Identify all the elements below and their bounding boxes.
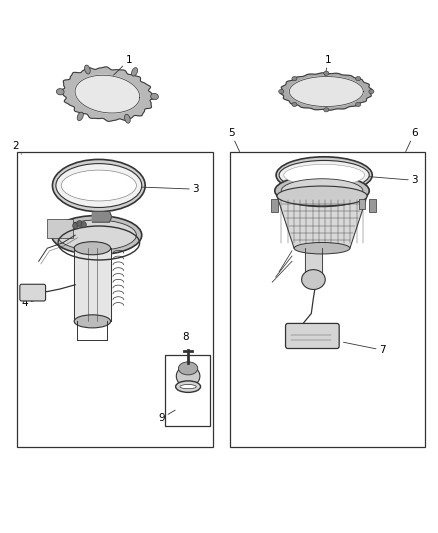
Ellipse shape — [279, 90, 284, 94]
Polygon shape — [290, 77, 363, 107]
Text: 3: 3 — [142, 184, 199, 194]
Ellipse shape — [85, 65, 90, 74]
Circle shape — [77, 221, 82, 227]
Text: 3: 3 — [369, 175, 417, 185]
Polygon shape — [92, 212, 112, 222]
Ellipse shape — [281, 179, 363, 203]
Text: 5: 5 — [228, 128, 240, 151]
Ellipse shape — [324, 71, 329, 75]
Text: 2: 2 — [12, 141, 21, 154]
Bar — [369, 199, 376, 212]
Ellipse shape — [279, 160, 369, 190]
Ellipse shape — [292, 102, 297, 107]
Ellipse shape — [52, 215, 142, 255]
Ellipse shape — [56, 164, 142, 207]
Ellipse shape — [61, 170, 136, 201]
Ellipse shape — [292, 77, 297, 80]
Text: 1: 1 — [107, 55, 132, 81]
Polygon shape — [280, 73, 372, 110]
Ellipse shape — [276, 157, 372, 193]
Ellipse shape — [180, 384, 196, 389]
Bar — [166, 356, 210, 426]
FancyBboxPatch shape — [286, 324, 339, 349]
Text: 4: 4 — [21, 298, 45, 308]
Polygon shape — [305, 248, 322, 285]
Text: 9: 9 — [159, 410, 175, 423]
Bar — [272, 199, 278, 212]
Ellipse shape — [178, 362, 198, 375]
Polygon shape — [60, 67, 155, 122]
Text: 1: 1 — [324, 55, 332, 79]
Ellipse shape — [277, 186, 367, 206]
Ellipse shape — [131, 68, 138, 76]
Ellipse shape — [53, 159, 145, 212]
Bar — [358, 199, 365, 209]
Ellipse shape — [74, 241, 111, 255]
FancyBboxPatch shape — [20, 284, 46, 301]
Ellipse shape — [124, 114, 130, 123]
Circle shape — [81, 222, 86, 228]
Ellipse shape — [294, 243, 350, 254]
Ellipse shape — [74, 315, 111, 328]
Polygon shape — [277, 196, 367, 248]
Polygon shape — [75, 75, 140, 113]
FancyBboxPatch shape — [47, 220, 73, 238]
Ellipse shape — [77, 112, 83, 120]
Ellipse shape — [356, 77, 361, 80]
Ellipse shape — [324, 108, 329, 112]
Bar — [230, 151, 425, 447]
Ellipse shape — [151, 93, 159, 100]
Ellipse shape — [356, 102, 361, 107]
Ellipse shape — [284, 164, 364, 186]
Text: 8: 8 — [183, 332, 189, 342]
Ellipse shape — [369, 90, 374, 94]
Ellipse shape — [57, 220, 136, 251]
Ellipse shape — [176, 381, 201, 392]
Polygon shape — [74, 248, 111, 321]
Text: 6: 6 — [406, 128, 417, 151]
Ellipse shape — [176, 366, 200, 386]
Ellipse shape — [302, 270, 325, 289]
Bar — [17, 151, 212, 447]
Ellipse shape — [275, 175, 369, 206]
Text: 7: 7 — [343, 342, 385, 355]
Circle shape — [73, 223, 78, 229]
Ellipse shape — [57, 88, 64, 95]
